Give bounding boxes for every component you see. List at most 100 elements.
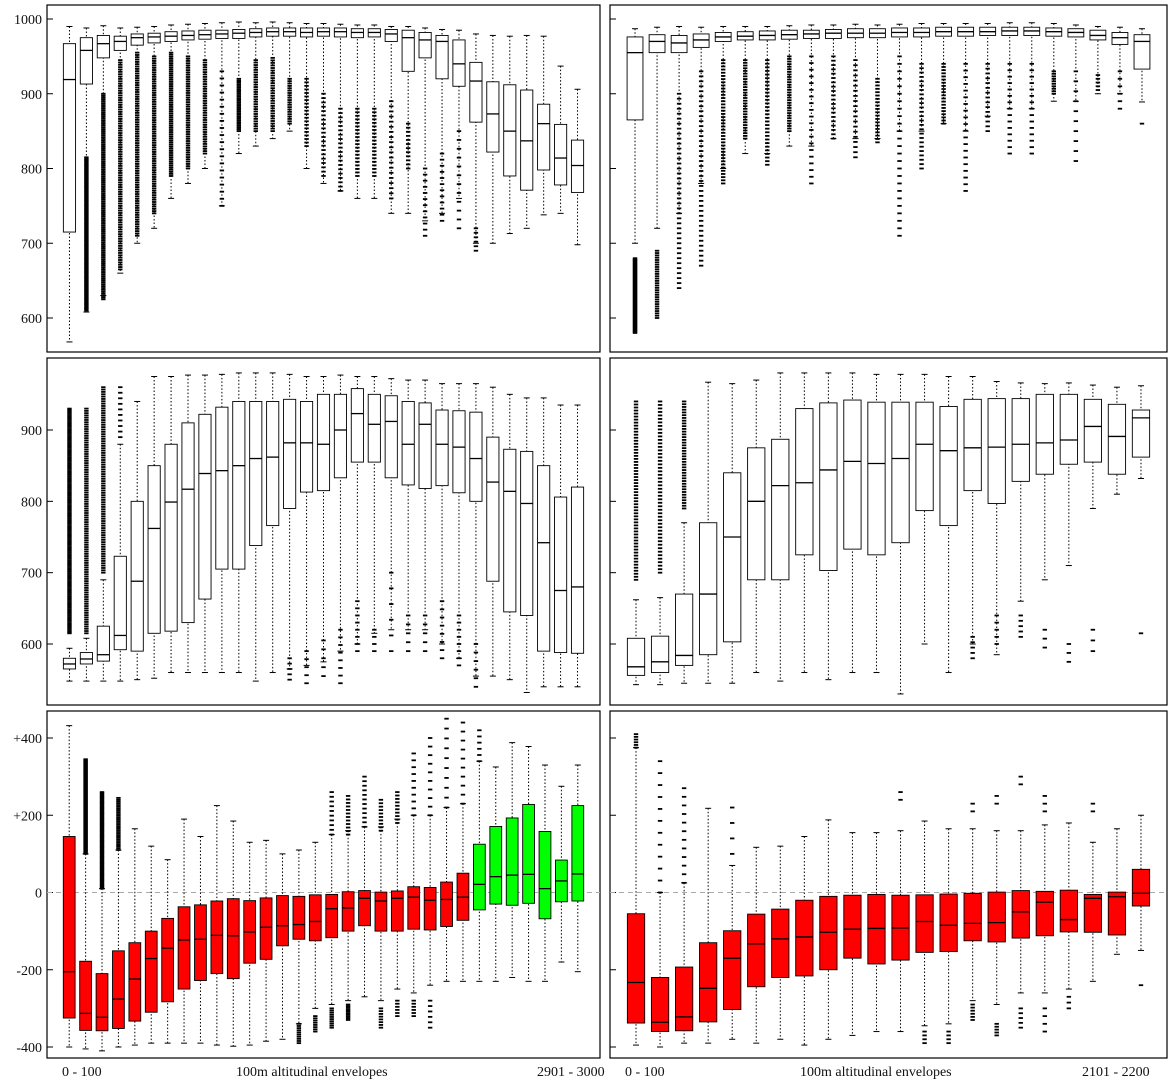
box-iqr (325, 893, 339, 939)
outlier-mark (444, 777, 449, 779)
outlier-mark (84, 423, 89, 426)
outlier-mark (743, 75, 748, 78)
outlier-mark (84, 609, 89, 612)
box-12 (243, 841, 257, 1046)
outlier-mark (743, 107, 748, 110)
outlier-mark (151, 114, 157, 117)
outlier-mark (84, 564, 89, 567)
outlier-mark (84, 498, 89, 501)
outlier-mark (270, 107, 275, 110)
box-3 (675, 400, 694, 684)
outlier-mark (83, 785, 88, 788)
outlier-mark (202, 123, 208, 126)
box-iqr (401, 29, 415, 72)
outlier-mark (253, 73, 258, 76)
outlier-mark (101, 482, 106, 485)
outlier-mark (67, 410, 72, 413)
outlier-mark (1073, 120, 1079, 123)
outlier-mark (236, 97, 242, 100)
outlier-mark (456, 139, 462, 141)
outlier-mark (304, 674, 309, 677)
outlier-mark (101, 204, 106, 206)
outlier-mark (151, 91, 157, 94)
box-21 (1067, 24, 1085, 162)
outlier-mark (118, 242, 123, 245)
outlier-mark (743, 129, 748, 132)
box-30 (554, 404, 568, 688)
outlier-mark (875, 77, 880, 80)
outlier-mark (765, 70, 770, 72)
outlier-mark (338, 659, 343, 662)
outlier-mark (875, 104, 880, 107)
outlier-mark (362, 803, 367, 805)
outlier-mark (270, 97, 275, 100)
box-26 (486, 386, 500, 677)
outlier-mark (84, 245, 89, 248)
outlier-mark (135, 163, 140, 165)
outlier-mark (168, 175, 174, 177)
outlier-mark (389, 115, 394, 118)
x-axis-label: 100m altitudinal envelopes (236, 1065, 388, 1080)
outlier-mark (477, 741, 482, 744)
outlier-mark (473, 240, 479, 243)
outlier-mark (118, 61, 123, 64)
outlier-mark (439, 624, 445, 627)
box-iqr (1131, 409, 1151, 458)
outlier-mark (101, 141, 106, 144)
box-iqr (843, 894, 862, 959)
outlier-mark (1007, 88, 1012, 91)
box-6 (144, 845, 158, 1044)
outlier-mark (84, 285, 89, 287)
outlier-mark (460, 748, 466, 751)
outlier-mark (1007, 82, 1012, 84)
outlier-mark (253, 95, 258, 98)
box-iqr (723, 472, 742, 643)
outlier-mark (362, 784, 367, 787)
outlier-mark (994, 802, 999, 805)
outlier-mark (101, 98, 106, 101)
outlier-mark (720, 71, 726, 74)
outlier-mark (83, 816, 88, 819)
outlier-mark (681, 463, 687, 466)
outlier-mark (633, 436, 639, 439)
box-15 (963, 376, 982, 660)
outlier-mark (698, 219, 704, 222)
outlier-mark (897, 62, 902, 65)
outlier-mark (338, 651, 343, 654)
outlier-mark (633, 445, 639, 448)
outlier-mark (101, 386, 106, 389)
outlier-mark (118, 94, 123, 97)
outlier-mark (296, 1042, 302, 1045)
outlier-mark (941, 119, 946, 122)
outlier-mark (372, 650, 377, 653)
outlier-mark (654, 252, 660, 254)
outlier-mark (101, 487, 106, 490)
outlier-mark (657, 473, 663, 476)
outlier-mark (1042, 795, 1047, 797)
outlier-mark (101, 430, 106, 433)
outlier-mark (151, 144, 157, 146)
outlier-mark (84, 240, 89, 242)
outlier-mark (168, 147, 174, 150)
outlier-mark (654, 314, 660, 317)
box-25 (469, 33, 483, 252)
outlier-mark (168, 51, 174, 54)
outlier-mark (875, 91, 880, 94)
outlier-mark (84, 623, 89, 626)
outlier-mark (101, 94, 106, 97)
outlier-mark (202, 104, 208, 107)
outlier-mark (743, 113, 748, 116)
outlier-mark (67, 606, 72, 609)
outlier-mark (809, 162, 814, 165)
outlier-mark (67, 590, 72, 593)
outlier-mark (67, 423, 72, 426)
outlier-mark (118, 68, 123, 71)
outlier-mark (853, 100, 858, 102)
outlier-mark (168, 158, 174, 161)
outlier-mark (168, 139, 174, 142)
outlier-mark (101, 393, 106, 396)
outlier-mark (116, 841, 121, 844)
outlier-mark (922, 1042, 927, 1045)
outlier-mark (84, 278, 89, 281)
outlier-mark (389, 136, 394, 138)
